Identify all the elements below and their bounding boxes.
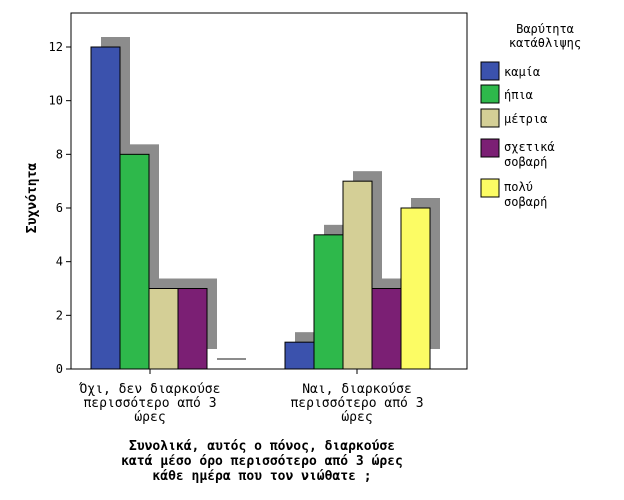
legend-label: πολύ: [504, 180, 533, 194]
legend-swatch: [480, 138, 500, 158]
legend-label: σοβαρή: [504, 195, 547, 209]
y-tick-label: 12: [49, 40, 63, 54]
x-tick-label: ώρες: [134, 410, 165, 425]
legend-swatch: [480, 178, 500, 198]
legend-title: κατάθλιψης: [509, 36, 581, 50]
bar: [119, 153, 150, 370]
x-axis-title: κατά μέσο όρο περισσότερο από 3 ώρες: [121, 454, 403, 469]
y-tick-label: 10: [49, 94, 63, 108]
bars: [90, 37, 440, 370]
legend-label: καμία: [504, 65, 540, 79]
bar: [90, 46, 121, 370]
legend-swatch: [480, 108, 500, 128]
bar: [342, 180, 373, 370]
bar: [400, 207, 431, 370]
x-tick-label: περισσότερο από 3: [290, 396, 423, 411]
legend-label: ήπια: [504, 88, 533, 102]
legend-title: Βαρύτητα: [516, 22, 574, 36]
x-tick-label: Όχι, δεν διαρκούσε: [79, 382, 221, 397]
y-tick-label: 8: [56, 147, 63, 161]
bar: [177, 288, 208, 370]
bar: [313, 234, 344, 370]
y-tick-label: 6: [56, 201, 63, 215]
bar: [284, 341, 315, 370]
legend-swatch: [480, 84, 500, 104]
legend-swatch: [480, 61, 500, 81]
bar: [371, 288, 402, 370]
x-tick-label: Ναι, διαρκούσε: [302, 382, 412, 397]
legend-label: σοβαρή: [504, 155, 547, 169]
x-tick-label: περισσότερο από 3: [83, 396, 216, 411]
bar: [148, 288, 179, 370]
x-axis-title: κάθε ημέρα που τον νιώθατε ;: [152, 469, 371, 484]
y-tick-label: 0: [56, 362, 63, 376]
legend-label: μέτρια: [504, 112, 547, 126]
legend-label: σχετικά: [504, 140, 555, 154]
x-tick-label: ώρες: [341, 410, 372, 425]
y-axis-title: Συχνότητα: [25, 163, 40, 234]
x-axis-title: Συνολικά, αυτός ο πόνος, διαρκούσε: [129, 439, 395, 454]
y-tick-label: 2: [56, 308, 63, 322]
y-tick-label: 4: [56, 255, 63, 269]
